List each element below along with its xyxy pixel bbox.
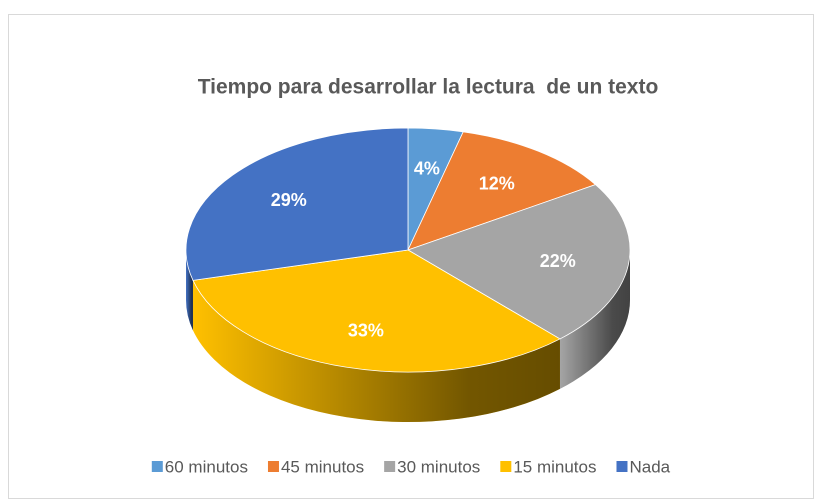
chart-title: Tiempo para desarrollar la lectura de un… [198,76,659,99]
legend-label: Nada [629,457,670,476]
legend-swatch [616,461,628,472]
legend: 60 minutos 45 minutos 30 minutos 15 minutos… [151,457,671,476]
data-label: 29% [271,190,307,210]
pie-slice [407,131,597,251]
data-label: 22% [540,251,576,271]
data-label: 33% [348,320,384,340]
legend-label: 15 minutos [513,457,596,476]
legend-label: 45 minutos [281,457,364,476]
data-label: 4% [414,158,440,178]
pie-side-shade [192,280,560,423]
data-label: 12% [479,174,515,194]
pie-slice [185,127,409,281]
legend-swatch [500,461,512,472]
legend-swatch [267,461,279,472]
pie-side-shade [186,250,193,331]
legend-label: 30 minutos [397,457,480,476]
pie-slice [192,249,561,373]
legend-label: 60 minutos [165,457,248,476]
pie-slice [407,184,631,340]
legend-swatch [151,461,163,472]
legend-swatch [384,461,396,472]
pie-side-shade [559,250,630,389]
